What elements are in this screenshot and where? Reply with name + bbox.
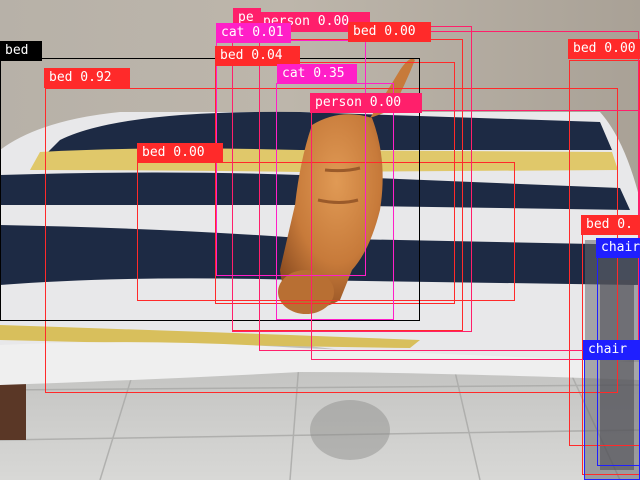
detection-box-bed [137,162,515,301]
detection-label: bed 0.92 [44,68,130,88]
detection-label: cat 0.01 [216,23,291,43]
detection-box-cat [276,83,394,320]
detection-label: person 0.00 [310,93,422,113]
detection-box-person [259,31,639,351]
detection-label: bed 0.00 [137,143,223,163]
detection-label: bed [0,41,42,61]
detection-label: cat 0.35 [277,64,357,84]
detection-label: bed 0. [581,215,640,235]
detection-label: bed 0.00 [348,22,431,42]
detection-label: chair [583,340,639,360]
detection-box-bed [0,58,420,321]
detection-label: bed 0.00 [568,39,640,59]
detection-label: chair [596,238,640,258]
detection-box-bed [215,62,455,304]
detection-label: bed 0.04 [215,46,300,66]
detection-box-chair [584,357,640,480]
